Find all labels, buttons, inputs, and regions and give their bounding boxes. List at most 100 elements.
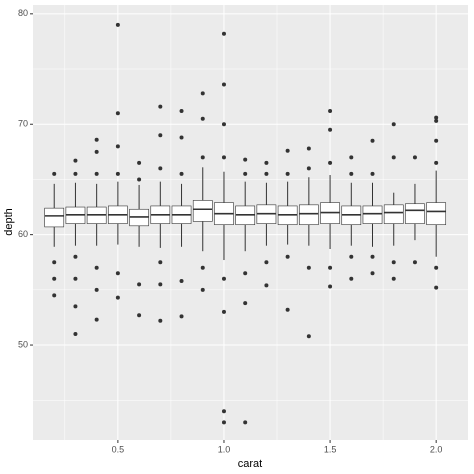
- outlier: [94, 137, 99, 142]
- outlier: [243, 301, 248, 306]
- outlier: [158, 104, 163, 109]
- outlier: [52, 260, 57, 265]
- outlier: [306, 334, 311, 339]
- outlier: [158, 166, 163, 171]
- outlier: [328, 127, 333, 132]
- outlier: [200, 91, 205, 96]
- outlier: [370, 171, 375, 176]
- outlier: [306, 265, 311, 270]
- x-tick-label: 2.0: [430, 444, 443, 454]
- y-tick-label: 70: [18, 119, 28, 129]
- outlier: [221, 31, 226, 36]
- outlier: [221, 276, 226, 281]
- y-tick-label: 60: [18, 229, 28, 239]
- y-tick-label: 80: [18, 8, 28, 18]
- outlier: [370, 138, 375, 143]
- box: [426, 202, 447, 226]
- outlier: [115, 171, 120, 176]
- outlier: [73, 171, 78, 176]
- outlier: [285, 307, 290, 312]
- x-tick-label: 1.0: [218, 444, 231, 454]
- outlier: [264, 283, 269, 288]
- outlier: [285, 171, 290, 176]
- outlier: [370, 254, 375, 259]
- outlier: [243, 271, 248, 276]
- outlier: [200, 116, 205, 121]
- outlier: [52, 171, 57, 176]
- outlier: [285, 254, 290, 259]
- outlier: [243, 157, 248, 162]
- box: [44, 207, 65, 228]
- outlier: [285, 148, 290, 153]
- outlier: [137, 282, 142, 287]
- outlier: [115, 295, 120, 300]
- outlier: [179, 171, 184, 176]
- box: [299, 204, 319, 226]
- outlier: [158, 318, 163, 323]
- outlier: [115, 22, 120, 27]
- outlier: [115, 144, 120, 149]
- outlier: [349, 155, 354, 160]
- outlier: [73, 304, 78, 309]
- outlier: [179, 108, 184, 113]
- outlier: [391, 122, 396, 127]
- outlier: [306, 146, 311, 151]
- outlier: [391, 276, 396, 281]
- outlier: [221, 420, 226, 425]
- outlier: [73, 254, 78, 259]
- outlier: [243, 171, 248, 176]
- outlier: [328, 284, 333, 289]
- outlier: [94, 171, 99, 176]
- outlier: [221, 409, 226, 414]
- outlier: [179, 279, 184, 284]
- outlier: [94, 287, 99, 292]
- outlier: [370, 271, 375, 276]
- outlier: [52, 293, 57, 298]
- outlier: [349, 171, 354, 176]
- outlier: [434, 118, 439, 123]
- outlier: [264, 260, 269, 265]
- outlier: [221, 122, 226, 127]
- outlier: [328, 108, 333, 113]
- outlier: [434, 115, 439, 120]
- outlier: [221, 82, 226, 87]
- outlier: [94, 265, 99, 270]
- outlier: [115, 271, 120, 276]
- outlier: [158, 133, 163, 138]
- outlier: [94, 149, 99, 154]
- outlier: [221, 155, 226, 160]
- outlier: [412, 260, 417, 265]
- outlier: [158, 282, 163, 287]
- y-axis-title: depth: [3, 208, 15, 236]
- outlier: [412, 155, 417, 160]
- outlier: [137, 160, 142, 165]
- outlier: [328, 160, 333, 165]
- outlier: [349, 254, 354, 259]
- outlier: [94, 317, 99, 322]
- outlier: [434, 265, 439, 270]
- box: [192, 200, 213, 222]
- y-tick-label: 50: [18, 339, 28, 349]
- outlier: [158, 260, 163, 265]
- outlier: [73, 158, 78, 163]
- outlier: [179, 135, 184, 140]
- outlier: [137, 313, 142, 318]
- outlier: [200, 265, 205, 270]
- box: [362, 205, 383, 224]
- outlier: [264, 160, 269, 165]
- outlier: [73, 276, 78, 281]
- outlier: [243, 420, 248, 425]
- box: [405, 203, 425, 224]
- x-tick-label: 1.5: [324, 444, 337, 454]
- outlier: [434, 285, 439, 290]
- outlier: [306, 166, 311, 171]
- outlier: [349, 276, 354, 281]
- x-axis-title: carat: [238, 458, 262, 470]
- outlier: [200, 287, 205, 292]
- outlier: [264, 171, 269, 176]
- outlier: [328, 265, 333, 270]
- outlier: [434, 160, 439, 165]
- outlier: [179, 314, 184, 319]
- outlier: [200, 155, 205, 160]
